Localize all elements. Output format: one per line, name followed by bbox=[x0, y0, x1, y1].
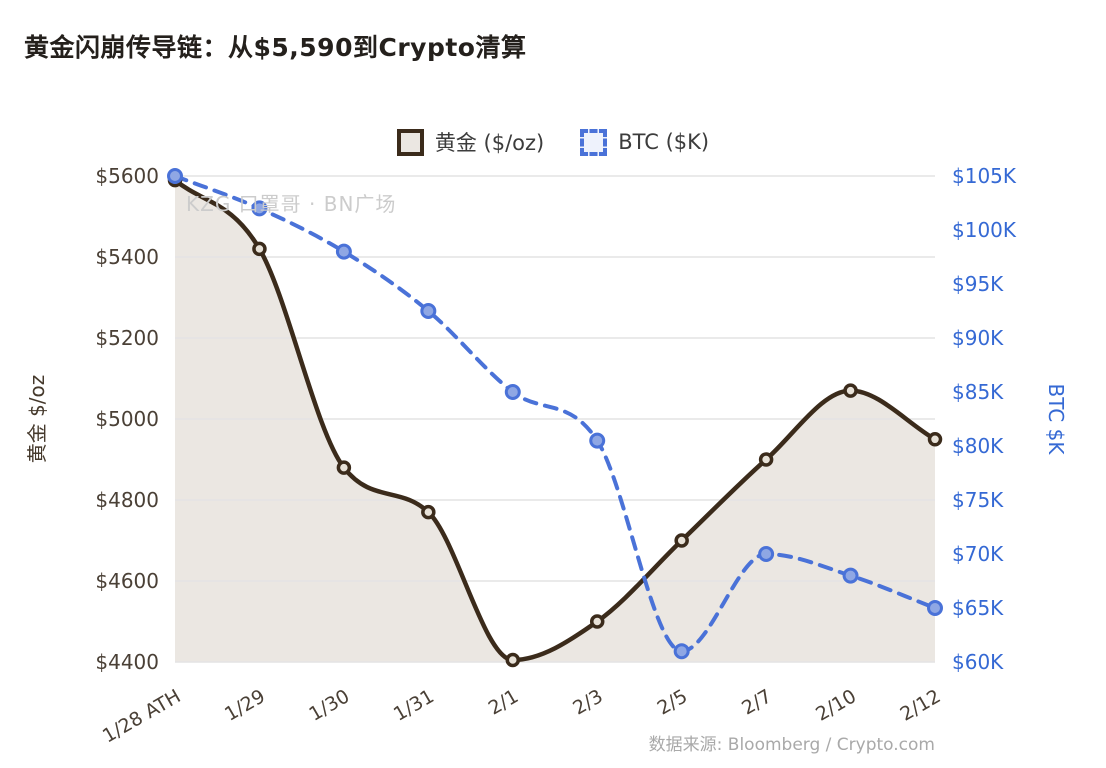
svg-text:2/10: 2/10 bbox=[812, 685, 860, 725]
svg-text:$4800: $4800 bbox=[95, 488, 159, 512]
svg-text:黄金 $/oz: 黄金 $/oz bbox=[25, 375, 49, 464]
svg-text:$90K: $90K bbox=[952, 326, 1004, 350]
svg-text:1/28 ATH: 1/28 ATH bbox=[99, 685, 185, 747]
svg-text:BTC $K: BTC $K bbox=[1044, 384, 1068, 456]
svg-text:1/29: 1/29 bbox=[221, 685, 269, 725]
svg-text:1/30: 1/30 bbox=[305, 685, 353, 725]
svg-text:$5400: $5400 bbox=[95, 245, 159, 269]
svg-text:$95K: $95K bbox=[952, 272, 1004, 296]
svg-text:$60K: $60K bbox=[952, 650, 1004, 674]
svg-text:$80K: $80K bbox=[952, 434, 1004, 458]
svg-text:2/7: 2/7 bbox=[738, 685, 775, 719]
svg-text:1/31: 1/31 bbox=[390, 685, 438, 725]
svg-text:$5000: $5000 bbox=[95, 407, 159, 431]
legend-item-gold: 黄金 ($/oz) bbox=[396, 127, 545, 157]
svg-text:$5600: $5600 bbox=[95, 164, 159, 188]
data-source-caption: 数据来源: Bloomberg / Crypto.com bbox=[648, 735, 935, 755]
gold-series-swatch-icon bbox=[396, 128, 424, 156]
chart-legend: 黄金 ($/oz) BTC ($K) bbox=[0, 127, 1106, 157]
svg-text:$75K: $75K bbox=[952, 488, 1004, 512]
svg-text:2/5: 2/5 bbox=[654, 685, 691, 719]
svg-text:$100K: $100K bbox=[952, 218, 1017, 242]
svg-text:2/1: 2/1 bbox=[485, 685, 522, 719]
legend-label-gold: 黄金 ($/oz) bbox=[434, 131, 545, 155]
svg-text:$4400: $4400 bbox=[95, 650, 159, 674]
btc-series-swatch-icon bbox=[580, 128, 608, 156]
svg-text:$4600: $4600 bbox=[95, 569, 159, 593]
svg-text:$65K: $65K bbox=[952, 596, 1004, 620]
svg-text:$85K: $85K bbox=[952, 380, 1004, 404]
svg-text:2/12: 2/12 bbox=[897, 685, 945, 725]
watermark: KZG 口罩哥 · BN广场 bbox=[186, 192, 397, 216]
page-title: 黄金闪崩传导链：从$5,590到Crypto清算 bbox=[24, 33, 527, 62]
legend-item-btc: BTC ($K) bbox=[580, 128, 710, 156]
svg-text:2/3: 2/3 bbox=[569, 685, 606, 719]
svg-text:$70K: $70K bbox=[952, 542, 1004, 566]
svg-text:$5200: $5200 bbox=[95, 326, 159, 350]
legend-label-btc: BTC ($K) bbox=[618, 130, 710, 154]
svg-text:$105K: $105K bbox=[952, 164, 1017, 188]
